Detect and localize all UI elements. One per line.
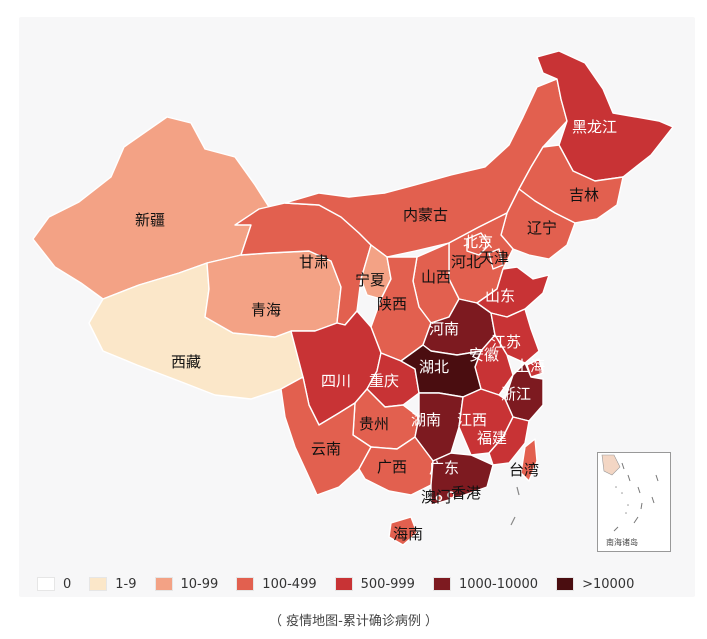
label-shanghai: 上海 [515, 357, 545, 375]
label-tianjin: 天津 [479, 249, 509, 267]
province-aomen[interactable] [435, 494, 443, 502]
legend-swatch [236, 577, 255, 591]
label-taiwan: 台湾 [509, 461, 539, 479]
legend-swatch [334, 577, 353, 591]
label-liaoning: 辽宁 [527, 219, 557, 237]
label-beijing: 北京 [463, 233, 493, 251]
legend-label: 0 [63, 576, 72, 592]
label-jiangsu: 江苏 [491, 333, 521, 351]
south-china-sea-inset: 南海诸岛 [597, 452, 671, 552]
legend-item[interactable]: 500-999 [334, 576, 415, 592]
label-jilin: 吉林 [569, 186, 599, 204]
nine-dash-line [510, 486, 520, 526]
label-hubei: 湖北 [419, 358, 449, 376]
legend-label: 1000-10000 [458, 576, 539, 592]
legend-swatch [556, 577, 575, 591]
label-heilongjiang: 黑龙江 [572, 118, 617, 136]
inset-label: 南海诸岛 [606, 538, 638, 547]
legend-item[interactable]: 1000-10000 [432, 576, 539, 592]
label-hainan: 海南 [393, 525, 423, 543]
province-shandong[interactable] [476, 266, 550, 318]
label-guangdong: 广东 [429, 459, 459, 477]
label-xinjiang: 新疆 [135, 211, 165, 229]
legend-label: >10000 [582, 576, 635, 592]
label-anhui: 安徽 [469, 346, 499, 364]
label-chongqing: 重庆 [369, 372, 399, 390]
label-guizhou: 贵州 [359, 415, 389, 433]
legend-swatch [432, 577, 451, 591]
province-fujian[interactable] [488, 416, 530, 466]
label-aomen: 澳门 [421, 488, 451, 506]
province-beijing[interactable] [466, 232, 490, 256]
label-henan: 河南 [429, 320, 459, 338]
province-hainan[interactable] [388, 516, 418, 546]
label-yunnan: 云南 [311, 440, 341, 458]
legend-item[interactable]: 10-99 [154, 576, 219, 592]
label-qinghai: 青海 [251, 301, 281, 319]
province-guangxi[interactable] [358, 436, 434, 496]
label-xizang: 西藏 [171, 353, 201, 371]
label-ningxia: 宁夏 [355, 271, 385, 289]
label-sichuan: 四川 [321, 372, 351, 390]
china-map: 新疆 西藏 青海 甘肃 内蒙古 黑龙江 吉林 辽宁 北京 河北 天津 山西 宁夏… [32, 50, 674, 546]
label-zhejiang: 浙江 [501, 385, 531, 403]
legend-item[interactable]: >10000 [556, 577, 634, 592]
legend-label: 100-499 [262, 576, 317, 592]
label-neimenggu: 内蒙古 [403, 206, 448, 224]
legend-item[interactable]: 0 [37, 577, 71, 592]
legend-label: 1-9 [115, 576, 137, 592]
label-guangxi: 广西 [377, 458, 407, 476]
map-panel: 新疆 西藏 青海 甘肃 内蒙古 黑龙江 吉林 辽宁 北京 河北 天津 山西 宁夏… [19, 17, 695, 597]
province-hubei[interactable] [400, 344, 482, 398]
label-hunan: 湖南 [411, 411, 441, 429]
map-caption: （ 疫情地图-累计确诊病例 ） [269, 614, 438, 629]
legend-swatch [154, 577, 173, 591]
province-tianjin[interactable] [488, 248, 504, 270]
label-shaanxi: 陕西 [377, 295, 407, 313]
legend-swatch [37, 577, 55, 591]
province-jiangsu[interactable] [490, 308, 540, 364]
label-jiangxi: 江西 [457, 411, 487, 429]
province-xianggang[interactable] [447, 491, 455, 499]
inset-map [601, 454, 659, 532]
legend-item[interactable]: 100-499 [236, 576, 317, 592]
legend-swatch [89, 577, 108, 591]
label-shanxi: 山西 [421, 268, 451, 286]
legend-item[interactable]: 1-9 [89, 576, 137, 592]
label-xianggang: 香港 [451, 484, 481, 502]
label-gansu: 甘肃 [299, 253, 329, 271]
province-taiwan[interactable] [520, 438, 538, 482]
legend-label: 10-99 [180, 576, 219, 592]
province-guangdong[interactable] [430, 452, 494, 506]
label-shandong: 山东 [485, 287, 515, 305]
label-fujian: 福建 [477, 429, 507, 447]
label-hebei: 河北 [451, 253, 481, 271]
legend: 0 1-9 10-99 100-499 500-999 1000-10000 >10000 [37, 573, 652, 595]
legend-label: 500-999 [360, 576, 415, 592]
